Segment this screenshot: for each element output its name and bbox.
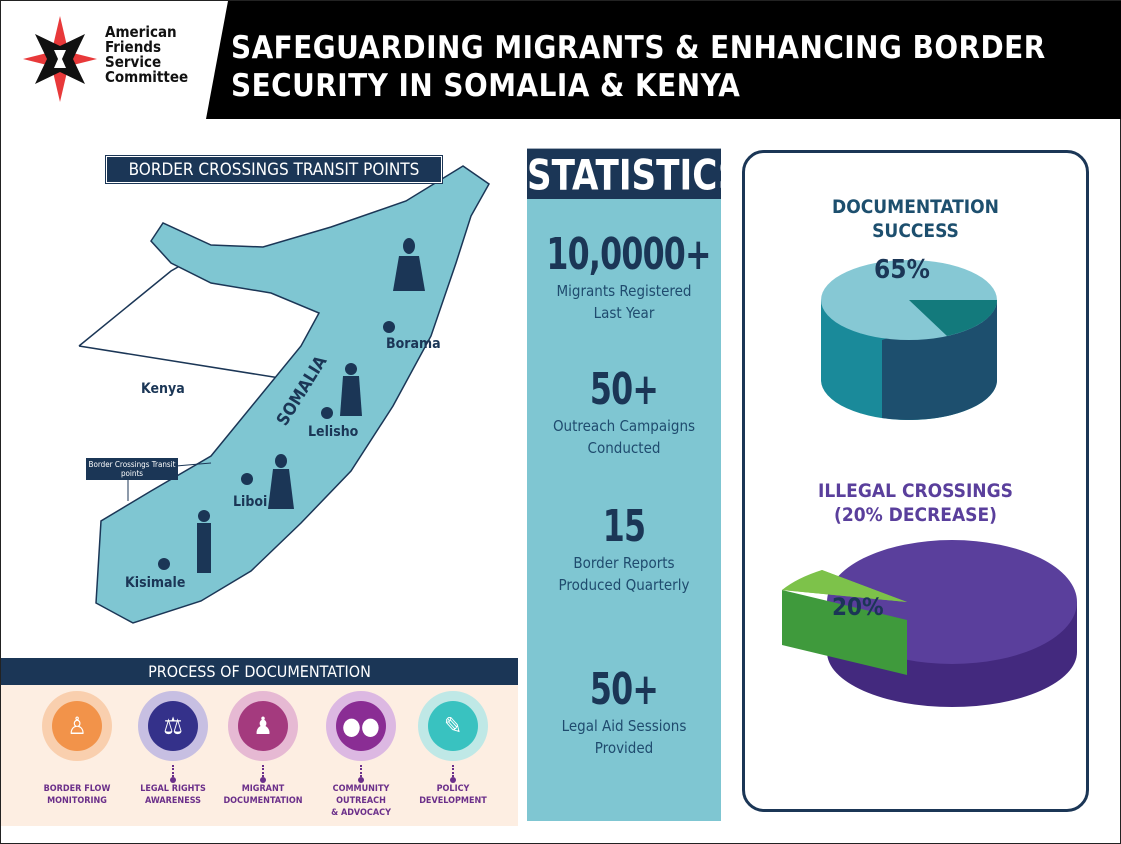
title-line-2: SECURITY IN SOMALIA & KENYA	[231, 68, 741, 104]
stat-number: 10,0000+	[546, 229, 711, 280]
stat-label: Produced Quarterly	[558, 576, 690, 594]
law-book-icon: ⚖	[148, 701, 198, 751]
doc-pie-label: 65%	[874, 255, 930, 285]
process-step: ♟ MIGRANT DOCUMENTATION	[213, 691, 313, 806]
city-label: Borama	[386, 336, 441, 352]
city-dot	[158, 558, 170, 570]
person-document-icon: ♟	[238, 701, 288, 751]
stat-number: 50+	[589, 664, 659, 715]
statistics-heading: STATISTICS	[527, 148, 743, 202]
stat-item: 50+ Outreach Campaigns Conducted	[527, 364, 721, 459]
title-line: DOCUMENTATION	[832, 196, 999, 218]
step-label: LEGAL RIGHTS	[140, 784, 206, 794]
afsc-logo-star-icon	[23, 16, 97, 102]
statistics-panel: 10,0000+ Migrants Registered Last Year 50+…	[527, 199, 721, 821]
step-label: POLICY	[436, 784, 470, 794]
ill-pie-slice-20-side	[782, 590, 907, 675]
step-label: DEVELOPMENT	[419, 796, 487, 806]
city-dot	[321, 407, 333, 419]
stat-label: Conducted	[587, 439, 661, 457]
stat-label: Border Reports	[573, 554, 675, 572]
pie-charts: 65% 20%	[782, 255, 1077, 707]
illegal-chart-title: ILLEGAL CROSSINGS (20% DECREASE)	[745, 479, 1086, 527]
somalia-map	[78, 165, 490, 624]
stat-label: Migrants Registered	[556, 282, 692, 300]
doc-chart-title: DOCUMENTATION SUCCESS	[745, 195, 1086, 243]
logo-line: Service	[105, 53, 162, 71]
process-step: ♙ BORDER FLOW MONITORING	[27, 691, 127, 806]
stat-label: Outreach Campaigns	[552, 417, 696, 435]
clipboard-icon: ✎	[428, 701, 478, 751]
city-label: Lelisho	[308, 424, 359, 440]
logo-line: Committee	[105, 68, 189, 86]
header-band	[206, 1, 1121, 119]
city-dot	[383, 321, 395, 333]
kenya-border	[78, 345, 287, 380]
logo-line: Friends	[105, 38, 162, 56]
step-label: COMMUNITY OUTREACH	[332, 784, 390, 806]
title-line: (20% DECREASE)	[834, 504, 997, 526]
illegal-pie: 20%	[782, 540, 1077, 707]
group-icon: ●●	[336, 701, 386, 751]
stat-label: Legal Aid Sessions	[561, 717, 687, 735]
stat-item: 50+ Legal Aid Sessions Provided	[527, 664, 721, 759]
legend-box: Border Crossings Transit points	[86, 458, 178, 480]
city-dot	[241, 473, 253, 485]
afsc-logo-text: American Friends Service Committee	[105, 25, 188, 85]
doc-pie-slice-35	[882, 300, 997, 420]
stat-item: 10,0000+ Migrants Registered Last Year	[527, 229, 721, 324]
process-step: ⚖ LEGAL RIGHTS AWARENESS	[123, 691, 223, 806]
stat-item: 15 Border Reports Produced Quarterly	[527, 501, 721, 596]
stat-label: Last Year	[593, 304, 655, 322]
ill-pie-label: 20%	[832, 593, 884, 621]
city-label: Kisimale	[125, 575, 186, 591]
stat-number: 15	[602, 501, 646, 552]
logo-line: American	[105, 23, 177, 41]
process-panel: ♙ BORDER FLOW MONITORING ⚖ LEGAL RIGHTS AWAR…	[1, 685, 518, 826]
officer-icon: ♙	[52, 701, 102, 751]
process-heading: PROCESS OF DOCUMENTATION	[1, 658, 518, 685]
charts-panel: DOCUMENTATION SUCCESS ILLEGAL CROSSINGS (2…	[742, 150, 1089, 812]
kenya-label: Kenya	[141, 381, 185, 397]
step-label: MONITORING	[47, 796, 107, 806]
doc-pie: 65%	[821, 255, 997, 420]
page-title: SAFEGUARDING MIGRANTS & ENHANCING BORDER…	[231, 29, 1046, 105]
step-label: DOCUMENTATION	[223, 796, 303, 806]
stat-label: Provided	[594, 739, 654, 757]
map-label: BORDER CROSSINGS TRANSIT POINTS	[105, 155, 443, 184]
title-line: ILLEGAL CROSSINGS	[818, 480, 1013, 502]
stat-number: 50+	[589, 364, 659, 415]
title-line-1: SAFEGUARDING MIGRANTS & ENHANCING BORDER	[231, 30, 1046, 66]
step-label: MIGRANT	[241, 784, 285, 794]
city-label: Liboi	[233, 494, 268, 510]
title-line: SUCCESS	[872, 220, 959, 242]
process-step: ✎ POLICY DEVELOPMENT	[403, 691, 503, 806]
doc-pie-slice-35-top	[909, 300, 997, 336]
somalia-shape	[95, 165, 490, 624]
step-label: & ADVOCACY	[331, 808, 391, 818]
process-step: ●● COMMUNITY OUTREACH & ADVOCACY	[311, 691, 411, 818]
migrant-figure	[197, 238, 425, 573]
step-label: AWARENESS	[145, 796, 201, 806]
step-label: BORDER FLOW	[43, 784, 111, 794]
